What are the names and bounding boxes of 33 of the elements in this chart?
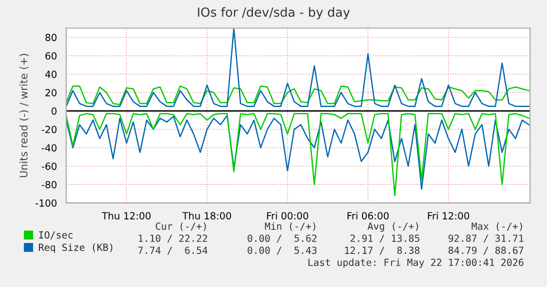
text: 92.87 / 31.71 <box>448 234 524 243</box>
line-series <box>66 85 530 106</box>
legend-label: IO/sec <box>39 231 73 240</box>
text: 12.17 / 8.38 <box>345 246 420 255</box>
x-tick-label: Thu 12:00 <box>102 212 151 220</box>
legend-label: Req Size (KB) <box>38 243 112 253</box>
text: 2.91 / 13.85 <box>350 234 420 243</box>
text: Min (-/+) <box>264 222 316 232</box>
y-tick-label: 0 <box>52 107 57 115</box>
text: Cur (-/+) <box>156 222 206 232</box>
text: 0.00 / 5.62 <box>248 234 316 243</box>
y-tick-label: -80 <box>42 180 57 188</box>
y-axis-title: Units read (-) / write (+) <box>19 54 29 178</box>
y-tick-label: -100 <box>36 199 57 207</box>
text: 0.00 / 5.43 <box>248 246 317 255</box>
text: 1.10 / 22.22 <box>138 234 208 243</box>
y-tick-label: 60 <box>45 52 57 60</box>
y-tick-label: -40 <box>42 144 57 152</box>
x-tick-label: Thu 18:00 <box>182 212 232 220</box>
chart-title: IOs for /dev/sda - by day <box>198 7 350 20</box>
y-tick-label: 40 <box>45 70 57 78</box>
y-tick-label: -60 <box>42 162 57 170</box>
x-tick-label: Fri 00:00 <box>267 212 308 220</box>
x-tick-label: Fri 12:00 <box>428 212 470 220</box>
text: 84.79 / 88.67 <box>448 246 524 255</box>
text: 7.74 / 6.54 <box>138 246 208 255</box>
y-tick-label: 80 <box>45 34 57 42</box>
y-tick-label: 20 <box>46 89 57 96</box>
text: Last update: Fri May 22 17:00:41 2026 <box>308 258 524 268</box>
text: Max (-/+) <box>472 222 522 232</box>
y-tick-label: -20 <box>42 126 57 134</box>
x-tick-label: Fri 06:00 <box>348 212 389 220</box>
text: Avg (-/+) <box>368 222 418 232</box>
